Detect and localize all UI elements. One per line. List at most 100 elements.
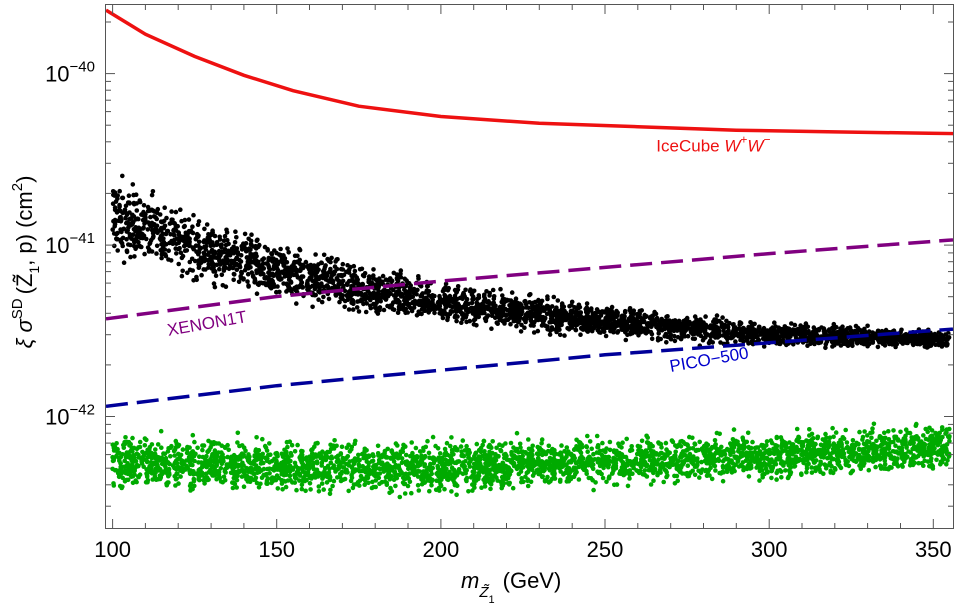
scatter-point — [654, 315, 660, 321]
scatter-point — [141, 203, 147, 208]
scatter-point — [414, 292, 419, 297]
scatter-point — [589, 328, 595, 334]
scatter-point — [136, 474, 141, 480]
scatter-point — [146, 249, 152, 254]
scatter-point — [231, 277, 236, 283]
scatter-point — [211, 255, 216, 260]
scatter-point — [811, 325, 817, 330]
scatter-point — [319, 260, 325, 266]
scatter-point — [623, 329, 628, 335]
scatter-point — [445, 288, 451, 293]
scatter-point — [838, 343, 844, 348]
scatter-point — [230, 265, 236, 271]
scatter-point — [223, 242, 229, 248]
scatter-point — [830, 425, 835, 431]
scatter-point — [508, 306, 513, 312]
scatter-point — [238, 253, 244, 258]
scatter-point — [285, 282, 291, 288]
scatter-point — [130, 182, 136, 187]
scatter-point — [164, 215, 169, 221]
scatter-point — [439, 310, 445, 316]
scatter-point — [545, 474, 550, 480]
scatter-point — [455, 314, 460, 319]
scatter-point — [536, 451, 541, 457]
scatter-point — [231, 244, 236, 250]
scatter-point — [148, 224, 154, 229]
scatter-point — [425, 438, 430, 444]
scatter-point — [280, 260, 286, 266]
scatter-point — [172, 453, 177, 458]
scatter-point — [545, 296, 550, 302]
scatter-point — [459, 295, 464, 300]
scatter-point — [211, 262, 216, 268]
scatter-point — [701, 324, 706, 330]
scatter-point — [586, 475, 592, 481]
scatter-point — [260, 257, 265, 263]
scatter-point — [290, 265, 296, 271]
scatter-point — [612, 312, 618, 318]
scatter-point — [342, 298, 348, 304]
scatter-point — [518, 445, 523, 450]
scatter-point — [708, 338, 713, 344]
scatter-point — [286, 250, 292, 255]
scatter-point — [371, 276, 377, 281]
scatter-point — [688, 330, 694, 335]
scatter-point — [241, 244, 247, 250]
scatter-point — [434, 478, 439, 484]
scatter-point — [249, 232, 254, 237]
scatter-point — [590, 477, 595, 483]
scatter-point — [464, 308, 469, 314]
scatter-point — [329, 277, 334, 283]
scatter-point — [316, 297, 321, 303]
scatter-point — [858, 339, 864, 344]
scatter-point — [138, 231, 144, 236]
scatter-point — [472, 454, 477, 459]
scatter-point — [607, 312, 613, 318]
scatter-point — [738, 320, 744, 326]
scatter-point — [463, 287, 468, 293]
scatter-point — [512, 309, 517, 315]
scatter-point — [882, 430, 887, 436]
scatter-point — [220, 283, 226, 288]
scatter-point — [421, 298, 427, 304]
scatter-point — [121, 260, 127, 266]
scatter-point — [862, 429, 867, 434]
scatter-point — [929, 428, 935, 433]
scatter-point — [514, 315, 520, 321]
scatter-point — [145, 227, 151, 232]
scatter-point — [922, 344, 928, 349]
scatter-point — [371, 295, 376, 301]
scatter-point — [547, 306, 552, 312]
scatter-point — [772, 327, 777, 333]
scatter-point — [882, 343, 888, 348]
scatter-point — [675, 334, 681, 340]
scatter-point — [307, 270, 313, 275]
scatter-point — [714, 313, 720, 318]
scatter-point — [685, 333, 691, 339]
scatter-point — [178, 250, 184, 255]
scatter-point — [637, 324, 643, 329]
scatter-point — [245, 271, 251, 277]
scatter-point — [328, 487, 333, 493]
scatter-point — [467, 288, 473, 294]
scatter-point — [761, 325, 767, 331]
scatter-point — [713, 335, 718, 340]
scatter-point — [708, 332, 714, 338]
scatter-point — [205, 235, 211, 240]
scatter-point — [248, 260, 254, 265]
scatter-point — [136, 225, 142, 231]
scatter-point — [638, 468, 643, 474]
scatter-point — [670, 439, 676, 445]
scatter-point — [141, 225, 146, 230]
scatter-point — [821, 328, 827, 334]
scatter-point — [319, 481, 325, 486]
scatter-point — [871, 332, 876, 338]
scatter-point — [488, 486, 493, 492]
scatter-point — [870, 339, 875, 345]
scatter-point — [264, 275, 269, 280]
scatter-point — [601, 465, 606, 471]
scatter-point — [898, 334, 904, 339]
scatter-point — [403, 300, 408, 306]
scatter-point — [767, 460, 773, 466]
scatter-point — [869, 435, 874, 441]
